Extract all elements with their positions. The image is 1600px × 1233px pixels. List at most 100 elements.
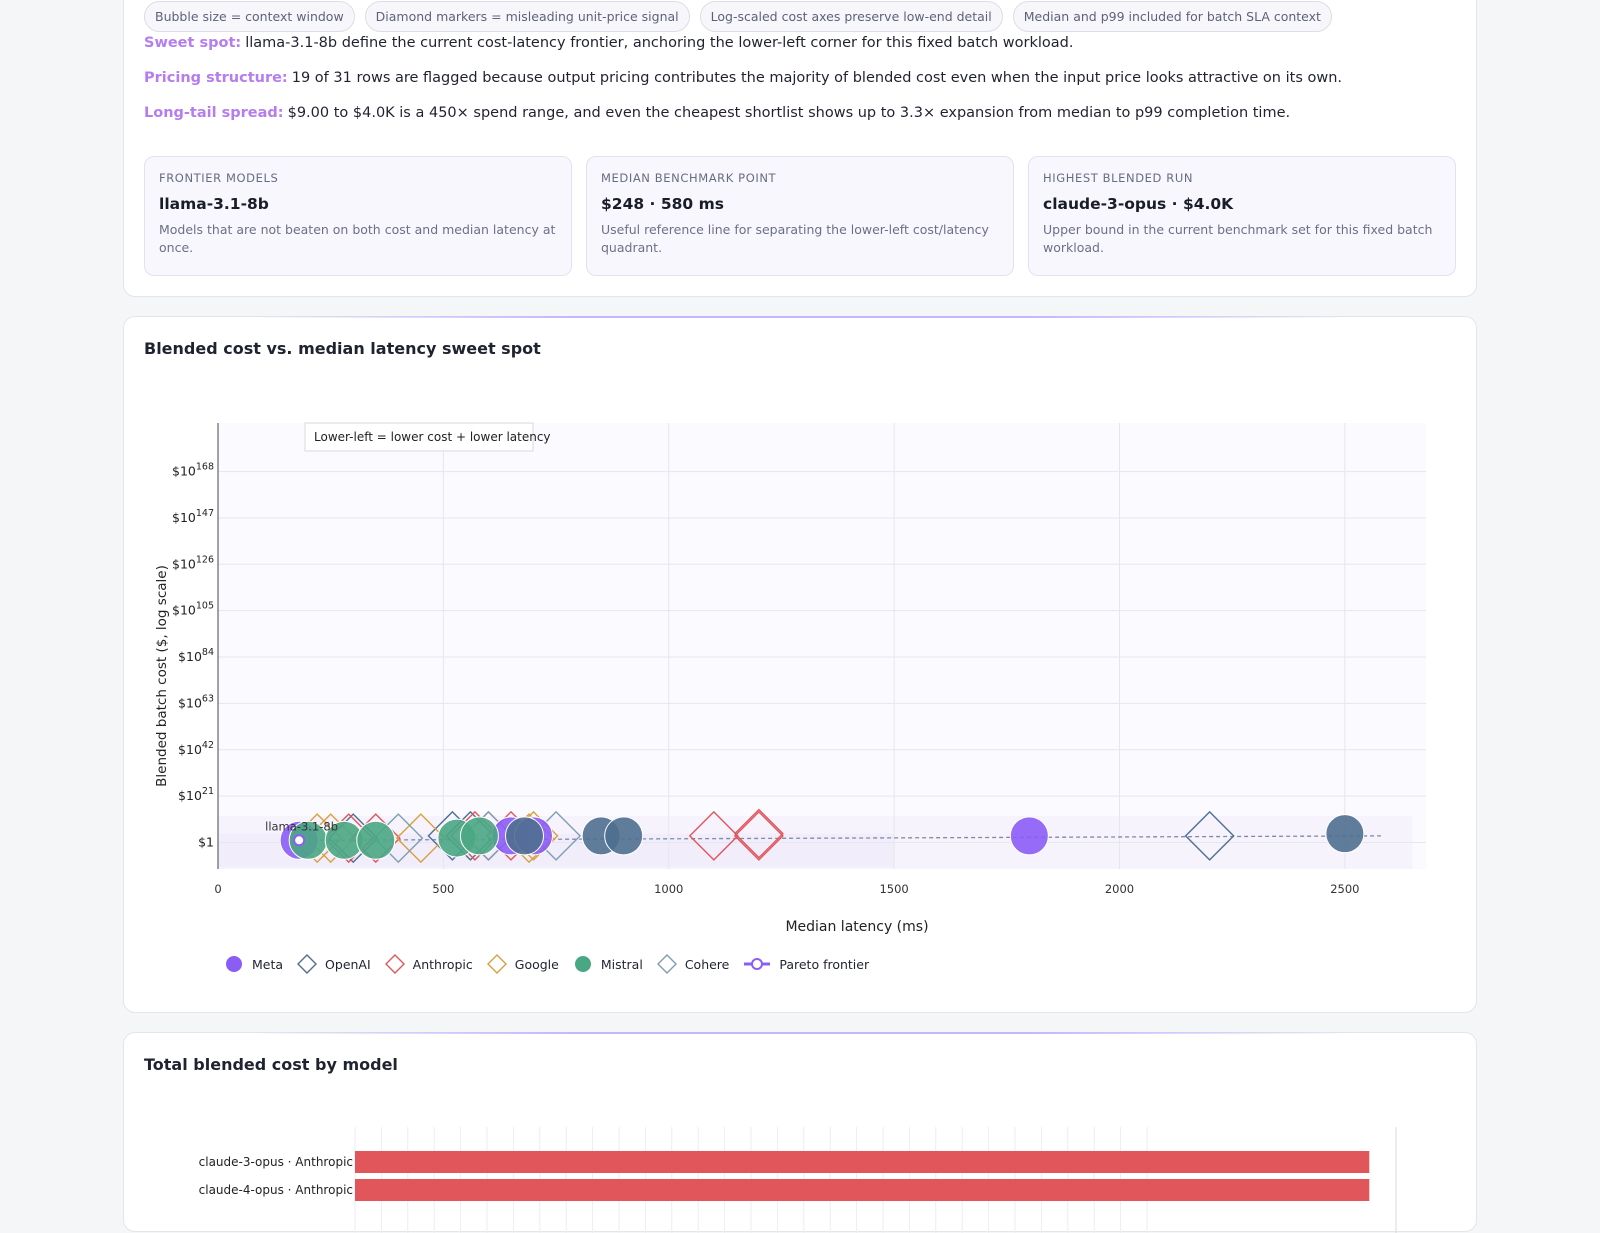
data-point-google <box>395 813 446 864</box>
legend-swatch <box>656 954 677 974</box>
card-accent <box>244 1032 1356 1034</box>
stat-description: Upper bound in the current benchmark set… <box>1043 222 1433 255</box>
pareto-frontier-point <box>293 834 306 847</box>
legend-label: Pareto frontier <box>779 956 870 972</box>
legend-label: Cohere <box>684 956 730 972</box>
x-tick-label: 0 <box>214 882 221 896</box>
legend-label: Meta <box>252 956 284 972</box>
legend-swatch <box>297 954 318 974</box>
legend-item-google[interactable]: Google <box>486 954 559 974</box>
legend-swatch-marker <box>297 954 318 974</box>
x-tick-label: 1000 <box>654 882 683 896</box>
stat-description: Models that are not beaten on both cost … <box>159 222 556 255</box>
y-tick-label: $10147 <box>172 508 214 525</box>
data-point-openai <box>1184 810 1235 861</box>
legend-swatch <box>574 956 591 972</box>
pareto-frontier-line <box>299 835 1381 841</box>
data-point-mistral <box>356 820 396 860</box>
stat-description: Useful reference line for separating the… <box>601 222 989 255</box>
insight-text: llama-3.1-8b define the current cost-lat… <box>245 35 1074 51</box>
stat-median-benchmark: MEDIAN BENCHMARK POINT $248 · 580 ms Use… <box>586 156 1014 276</box>
summary-card: Bubble size = context window Diamond mar… <box>123 0 1477 297</box>
insight-text: 19 of 31 rows are flagged because output… <box>291 70 1343 86</box>
x-tick-label: 2500 <box>1330 882 1359 896</box>
insight-label: Long-tail spread: <box>144 105 284 121</box>
insight-label: Sweet spot: <box>144 35 242 51</box>
legend-item-pareto-frontier[interactable]: Pareto frontier <box>743 954 869 974</box>
scatter-card: Blended cost vs. median latency sweet sp… <box>123 316 1477 1013</box>
legend-swatch-marker <box>226 956 242 972</box>
data-point-openai <box>604 816 644 856</box>
stat-highest-blended: HIGHEST BLENDED RUN claude-3-opus · $4.0… <box>1028 156 1456 276</box>
chip-bubble-size: Bubble size = context window <box>144 1 355 32</box>
annotation-box: Lower-left = lower cost + lower latency <box>304 422 551 452</box>
y-tick-label: $1063 <box>178 693 214 710</box>
stat-frontier-models: FRONTIER MODELS llama-3.1-8b Models that… <box>144 156 572 276</box>
y-tick-label: $1042 <box>178 740 214 757</box>
x-tick-label: 500 <box>432 882 454 896</box>
data-point-openai <box>1325 814 1365 854</box>
legend-swatch-marker <box>574 956 591 972</box>
legend-item-openai[interactable]: OpenAI <box>297 954 371 974</box>
legend-item-meta[interactable]: Meta <box>224 954 283 974</box>
chip-median-p99: Median and p99 included for batch SLA co… <box>1012 1 1332 32</box>
y-tick-label: $10168 <box>172 462 214 479</box>
data-point-meta <box>1009 816 1049 856</box>
chart-legend: Meta OpenAI Anthropic Google Mistral Cohere Pa… <box>224 954 869 974</box>
legend-swatch-marker <box>384 954 405 974</box>
y-tick-label: $10105 <box>172 601 214 618</box>
stat-value: llama-3.1-8b <box>159 195 269 213</box>
legend-label: Google <box>514 956 559 972</box>
chip-log-scale: Log-scaled cost axes preserve low-end de… <box>699 1 1003 32</box>
y-tick-label: $10126 <box>172 554 214 571</box>
card-accent <box>244 316 1356 318</box>
bar-card: Total blended cost by model claude-3-opu… <box>123 1032 1477 1233</box>
data-point-anthropic <box>688 810 739 861</box>
x-tick-label: 2000 <box>1105 882 1134 896</box>
insight-long-tail: Long-tail spread: $9.00 to $4.0K is a 450… <box>144 105 1290 121</box>
bar-category-label: claude-4-opus · Anthropic <box>199 1183 353 1197</box>
x-tick-label: 1500 <box>879 882 908 896</box>
stat-value: claude-3-opus · $4.0K <box>1043 195 1234 213</box>
legend-swatch <box>486 954 507 974</box>
legend-swatch <box>384 954 405 974</box>
y-tick-label: $1084 <box>178 647 214 664</box>
legend-swatch-marker <box>751 958 764 970</box>
y-tick-label: $1021 <box>178 786 214 803</box>
bar <box>355 1179 1370 1201</box>
legend-swatch <box>744 958 771 970</box>
bar-card-title: Total blended cost by model <box>144 1055 398 1074</box>
legend-swatch-marker <box>486 954 507 974</box>
scatter-chart: 0 500 1000 1500 2000 2500 $1 $1021 $1042 $1063 $10… <box>154 422 1426 935</box>
stat-label: HIGHEST BLENDED RUN <box>1043 171 1194 185</box>
bar <box>355 1151 1370 1173</box>
legend-item-mistral[interactable]: Mistral <box>573 954 643 974</box>
bar-chart: claude-3-opus · Anthropic claude-4-opus ·… <box>199 1127 1397 1233</box>
insight-label: Pricing structure: <box>144 70 288 86</box>
legend-item-cohere[interactable]: Cohere <box>656 954 730 974</box>
legend-label: Anthropic <box>412 956 473 972</box>
data-point-anthropic <box>733 810 784 861</box>
insight-sweet-spot: Sweet spot: llama-3.1-8b define the curre… <box>144 35 1073 51</box>
plot-area <box>218 423 1426 869</box>
data-point-openai <box>505 816 545 856</box>
insight-text: $9.00 to $4.0K is a 450× spend range, an… <box>287 105 1291 121</box>
legend-label: Mistral <box>600 956 643 972</box>
frontier-label: llama-3.1-8b <box>265 819 338 833</box>
annotation-frame <box>304 422 534 452</box>
annotation-text: Lower-left = lower cost + lower latency <box>314 430 551 444</box>
data-point-mistral <box>459 816 499 856</box>
x-axis-title: Median latency (ms) <box>785 919 928 935</box>
stat-label: FRONTIER MODELS <box>159 171 279 185</box>
bar-category-label: claude-3-opus · Anthropic <box>199 1155 353 1169</box>
data-point-anthropic <box>733 808 784 859</box>
legend-swatch-marker <box>656 954 677 974</box>
stat-value: $248 · 580 ms <box>601 195 724 213</box>
insight-pricing-structure: Pricing structure: 19 of 31 rows are flag… <box>144 70 1342 86</box>
legend-label: OpenAI <box>325 956 371 972</box>
legend-item-anthropic[interactable]: Anthropic <box>384 954 473 974</box>
legend-swatch <box>226 956 242 972</box>
stat-label: MEDIAN BENCHMARK POINT <box>601 171 777 185</box>
scatter-card-title: Blended cost vs. median latency sweet sp… <box>144 339 541 358</box>
y-axis-title: Blended batch cost ($, log scale) <box>154 565 170 787</box>
